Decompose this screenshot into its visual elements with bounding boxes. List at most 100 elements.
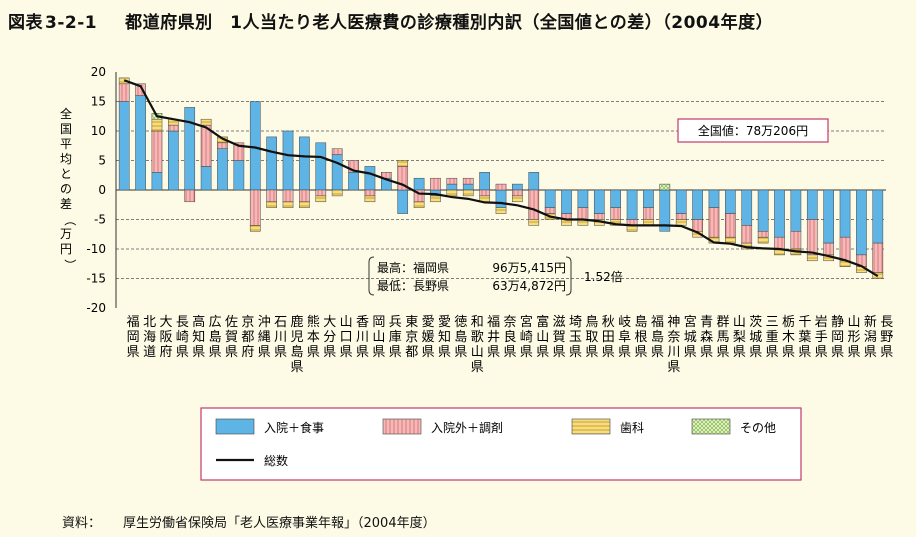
bar-segment <box>315 142 327 191</box>
bar-segment <box>282 201 294 208</box>
category-label: 奈良県 <box>503 315 516 360</box>
bar-segment <box>184 189 196 203</box>
max-label: 最高：福岡県 <box>377 260 449 275</box>
bar-segment <box>364 189 376 197</box>
y-tick-label: -10 <box>86 242 106 256</box>
bar-segment <box>675 213 687 220</box>
bar-segment <box>495 207 507 214</box>
legend-item: 入院外＋調剤 <box>382 418 503 435</box>
category-label: 大阪府 <box>159 315 172 360</box>
legend-swatch <box>382 418 422 435</box>
category-label: 香川県 <box>356 315 369 360</box>
y-label-char: 差 <box>60 197 72 211</box>
bar-segment <box>249 101 261 191</box>
legend-item: その他 <box>691 418 776 435</box>
bar-segment <box>348 160 359 173</box>
bar-segment <box>528 219 540 226</box>
y-tick-label: 5 <box>98 154 106 168</box>
bar-segment <box>299 189 310 203</box>
y-label-char: と <box>60 167 72 181</box>
category-label: 兵庫県 <box>389 315 402 360</box>
figure-label: 図表 <box>8 13 43 33</box>
bar-segment <box>856 189 867 256</box>
bar-segment <box>692 219 703 232</box>
category-label: 福岡県 <box>127 315 140 360</box>
bar-segment <box>610 207 622 220</box>
y-label-char: 全 <box>60 106 72 121</box>
bar-segment <box>446 183 458 191</box>
bar-segment <box>643 207 654 220</box>
category-label: 滋賀県 <box>553 315 566 360</box>
bar-segment <box>495 189 507 208</box>
bar-segment <box>446 189 458 197</box>
bar-segment <box>413 201 425 208</box>
category-labels: 福岡県北海道大阪府長崎県高知県広島県佐賀県京都府沖縄県石川県鹿児島県熊本県大分県… <box>127 314 894 375</box>
bar-segment <box>626 189 638 220</box>
bar-segment <box>331 154 343 191</box>
bar-segment <box>331 148 343 155</box>
bar-segment <box>839 236 851 262</box>
bar-segment <box>774 189 785 238</box>
bar-segment <box>544 189 556 208</box>
legend-label: その他 <box>740 421 776 435</box>
bar-segment <box>725 236 736 244</box>
source-label: 資料： <box>62 516 102 531</box>
category-label: 京都府 <box>241 315 254 360</box>
y-tick-label: 15 <box>91 95 106 109</box>
category-label: 沖縄県 <box>258 315 271 360</box>
bar-segment <box>479 189 490 197</box>
bar-segment <box>757 189 769 232</box>
bar-segment <box>610 189 622 208</box>
total-line <box>123 79 879 278</box>
bar-segment <box>593 213 605 220</box>
bar-segment <box>266 136 277 191</box>
bar-segment <box>806 219 818 256</box>
category-label: 熊本県 <box>307 314 320 360</box>
legend-label: 入院＋食事 <box>264 420 324 435</box>
bar-segment <box>872 189 884 244</box>
bar-chart: 20151050-5-10-15-20全国平均との差（万円）福岡県北海道大阪府長… <box>60 65 894 481</box>
legend-label: 歯科 <box>620 421 644 435</box>
category-label: 愛知県 <box>438 315 451 360</box>
category-label: 北海道 <box>143 315 156 360</box>
y-label-char: 国 <box>60 122 72 136</box>
category-label: 石川県 <box>274 315 287 360</box>
national-value-text: 全国値：78万206円 <box>698 123 808 138</box>
bar-segment <box>151 118 163 132</box>
bar-segment <box>725 189 736 214</box>
bar-segment <box>823 242 834 256</box>
category-label: 千葉県 <box>798 315 811 360</box>
bar-segment <box>315 189 327 197</box>
y-label-char: 円 <box>60 242 72 256</box>
category-label: 福井県 <box>487 315 500 360</box>
title-text: 都道府県別 1人当たり老人医療費の診療種別内訳（全国値との差）（2004年度） <box>125 13 774 33</box>
category-label: 秋田県 <box>602 315 615 360</box>
category-label: 岐阜県 <box>618 315 631 360</box>
legend-label: 総数 <box>264 453 288 468</box>
bar-segment <box>462 189 474 197</box>
bar-segment <box>757 236 769 244</box>
bar-segment <box>692 189 703 220</box>
legend-label: 入院外＋調剤 <box>431 420 503 435</box>
y-tick-label: 0 <box>98 183 106 197</box>
category-label: 佐賀県 <box>225 315 238 360</box>
category-label: 広島県 <box>209 315 222 360</box>
bar-segment <box>839 189 851 238</box>
legend-item: 歯科 <box>571 418 644 435</box>
bar-segment <box>823 189 834 244</box>
bar-segment <box>249 189 261 226</box>
category-label: 高知県 <box>192 314 205 360</box>
legend-swatch <box>215 418 255 435</box>
bar-segment <box>708 207 720 238</box>
category-label: 鳥取県 <box>585 315 598 360</box>
y-tick-label: -20 <box>86 301 106 315</box>
bar-segment <box>561 189 572 214</box>
category-label: 大分県 <box>323 315 336 360</box>
y-label-char: 均 <box>60 152 72 166</box>
min-value: 63万4,872円 <box>492 279 566 293</box>
bar-segment <box>200 166 212 191</box>
bar-segment <box>397 189 409 214</box>
bar-segment <box>544 207 556 214</box>
bar-segment <box>512 183 523 191</box>
y-label-char: 万 <box>60 227 72 241</box>
